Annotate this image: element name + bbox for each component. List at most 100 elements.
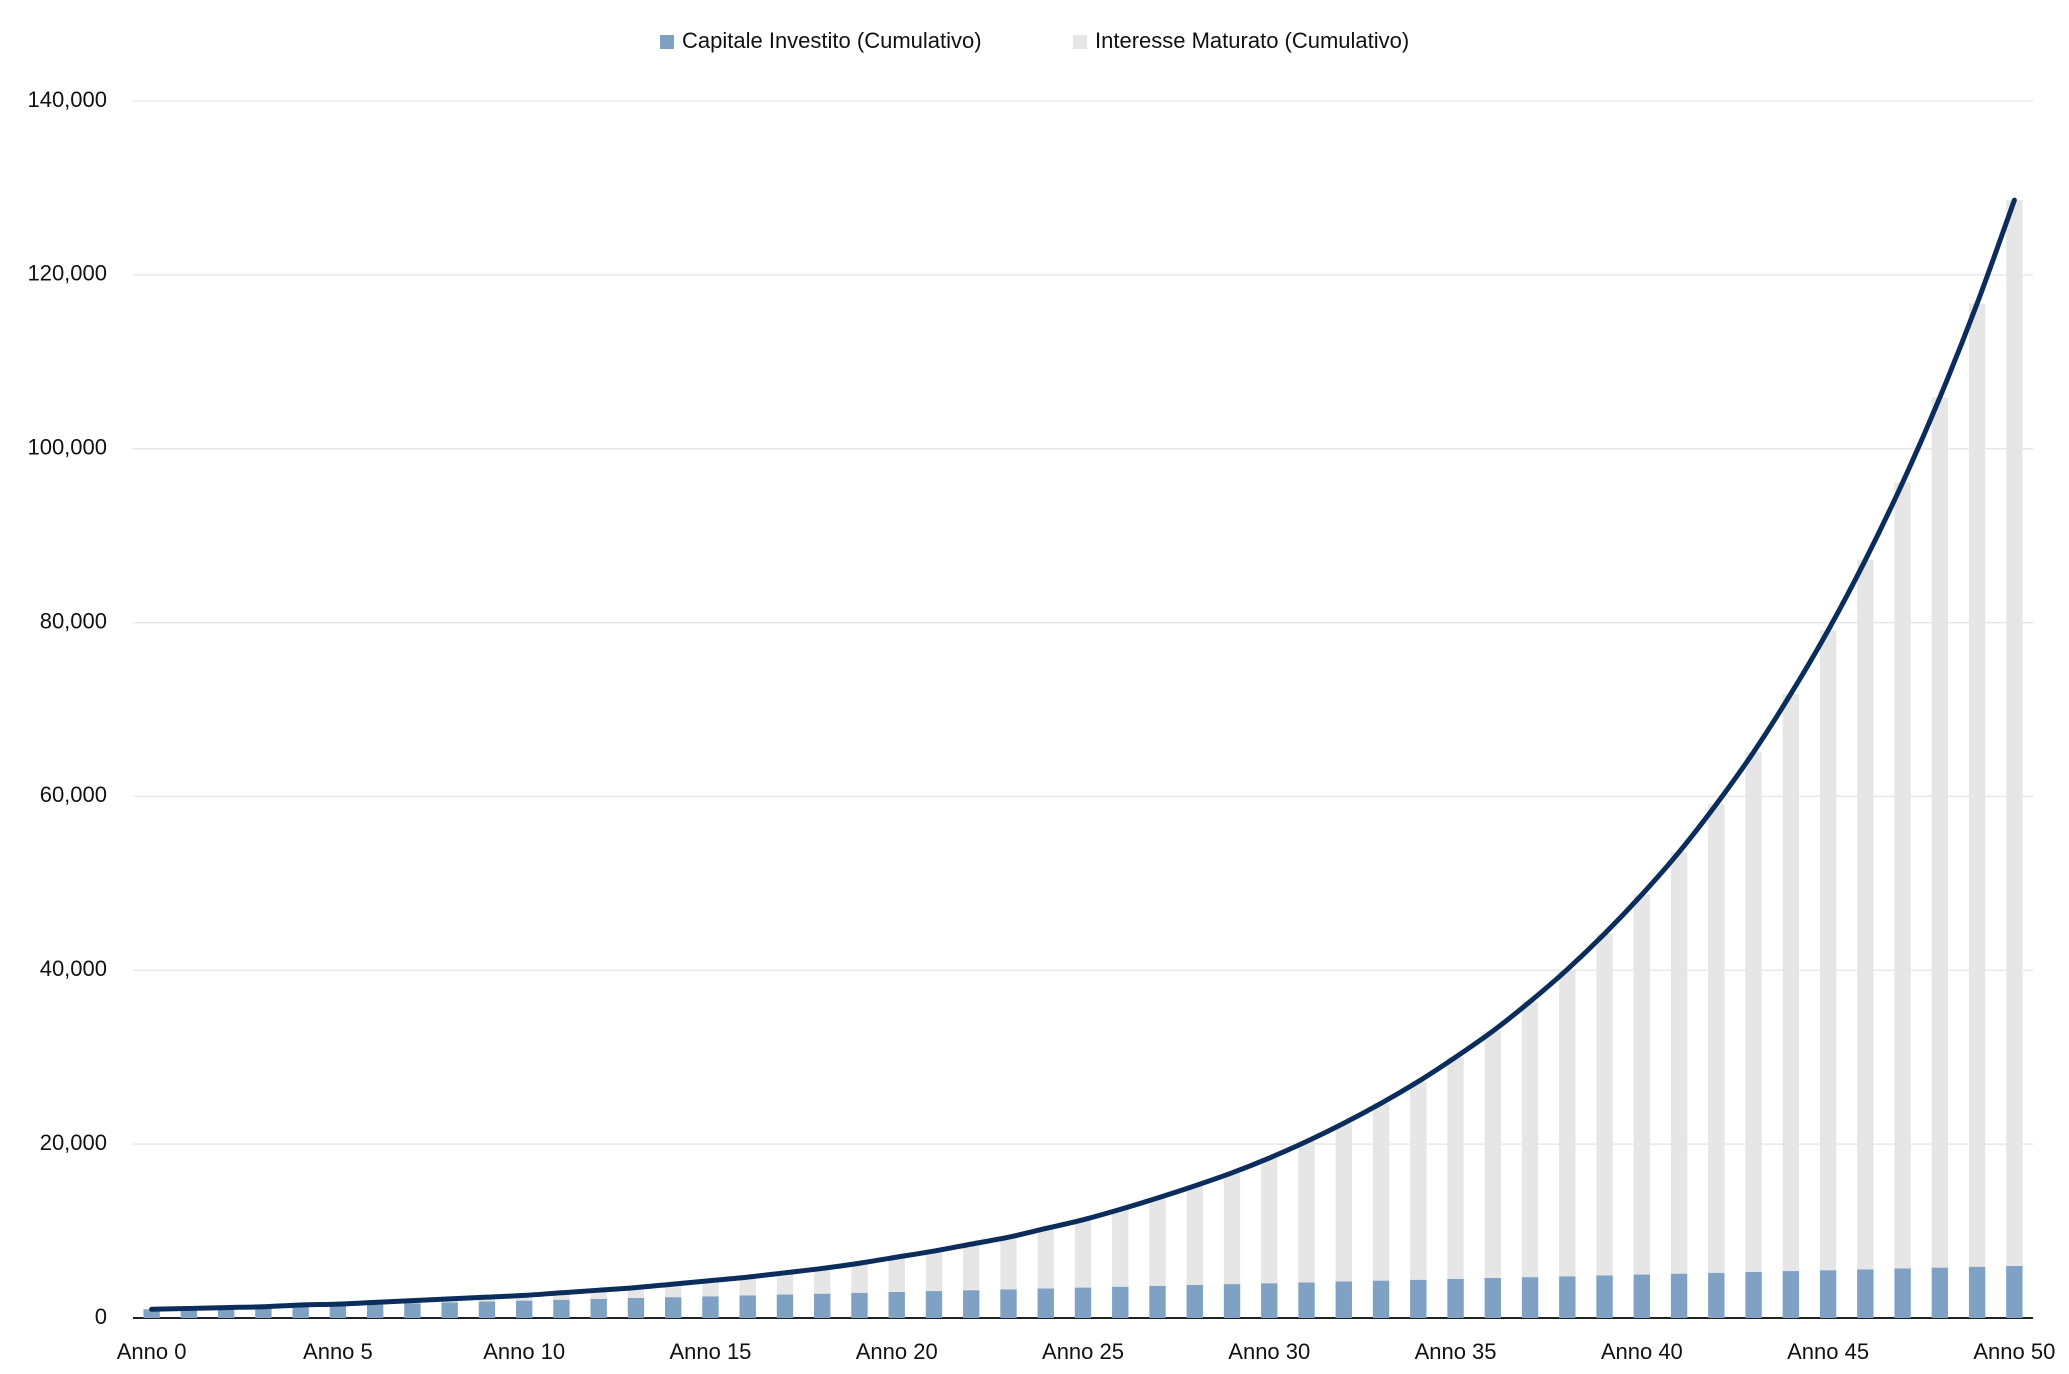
bar [1782, 1271, 1800, 1318]
y-tick-label: 40,000 [40, 956, 107, 981]
bar [1894, 482, 1911, 1269]
bar [1074, 1287, 1092, 1318]
bar [2006, 200, 2023, 1266]
bar [1372, 1280, 1390, 1318]
bar [515, 1300, 533, 1318]
bar [1335, 1123, 1352, 1282]
bar [1447, 1278, 1464, 1318]
bar [1149, 1198, 1166, 1286]
bar [1596, 1275, 1613, 1318]
bar [255, 1306, 272, 1318]
bar [1074, 1219, 1092, 1288]
bar [1112, 1286, 1129, 1318]
bar [627, 1287, 645, 1299]
total-line [149, 197, 2017, 1312]
bar [1708, 1272, 1725, 1318]
bar [1186, 1284, 1203, 1318]
x-tick-label: Anno 35 [1415, 1339, 1497, 1364]
bar [776, 1294, 794, 1318]
bar [1559, 1276, 1576, 1318]
x-tick-label: Anno 45 [1787, 1339, 1869, 1364]
bar [888, 1291, 905, 1318]
bar [925, 1291, 943, 1318]
bar [814, 1293, 831, 1318]
y-tick-label: 0 [95, 1304, 107, 1329]
x-tick-label: Anno 5 [303, 1339, 373, 1364]
bar [1931, 1267, 1949, 1318]
bar [665, 1284, 682, 1298]
bar [1447, 1057, 1464, 1279]
y-tick-label: 20,000 [40, 1130, 107, 1155]
y-tick-label: 100,000 [27, 435, 107, 460]
bar [739, 1277, 756, 1296]
legend-swatch [660, 35, 674, 49]
bar [814, 1268, 831, 1294]
bar [1410, 1081, 1427, 1280]
bar [515, 1295, 533, 1301]
bar [553, 1299, 570, 1318]
bar [1037, 1288, 1054, 1318]
x-tick-label: Anno 10 [483, 1339, 565, 1364]
bar [1782, 693, 1800, 1272]
bar [1223, 1284, 1241, 1318]
bar [1857, 559, 1874, 1270]
bar [1037, 1228, 1054, 1289]
legend-label: Capitale Investito (Cumulativo) [682, 28, 982, 53]
bar [1484, 1278, 1501, 1318]
bar [851, 1292, 868, 1318]
x-tick-label: Anno 40 [1601, 1339, 1683, 1364]
bar [1745, 1271, 1762, 1318]
x-tick-label: Anno 25 [1042, 1339, 1124, 1364]
bar [627, 1298, 645, 1318]
bar [2006, 1265, 2023, 1318]
bar [851, 1263, 868, 1293]
bar [292, 1305, 309, 1318]
bar [1596, 933, 1613, 1276]
bar [1410, 1279, 1427, 1318]
bar [739, 1295, 756, 1318]
legend-label: Interesse Maturato (Cumulativo) [1095, 28, 1409, 53]
bar [1670, 1273, 1688, 1318]
bar [1708, 804, 1725, 1273]
bar [441, 1302, 458, 1318]
bar [1223, 1172, 1241, 1285]
bar [478, 1301, 496, 1318]
bar [1261, 1283, 1278, 1318]
bar [776, 1272, 794, 1295]
x-tick-label: Anno 30 [1228, 1339, 1310, 1364]
legend-swatch [1073, 35, 1087, 49]
x-tick-label: Anno 50 [1973, 1339, 2055, 1364]
bar [1000, 1289, 1017, 1318]
bar [1335, 1281, 1352, 1318]
bar [1372, 1103, 1390, 1281]
bar [1521, 1001, 1539, 1278]
y-tick-label: 140,000 [27, 87, 107, 112]
bar [1894, 1268, 1911, 1318]
bar [1261, 1158, 1278, 1284]
bar [1670, 852, 1688, 1274]
bar [1559, 969, 1576, 1277]
bar [217, 1307, 235, 1318]
bar [1857, 1269, 1874, 1318]
y-tick-label: 120,000 [27, 261, 107, 286]
bar [143, 1309, 160, 1318]
bar [1149, 1285, 1166, 1318]
x-tick-label: Anno 15 [669, 1339, 751, 1364]
bar [329, 1304, 347, 1318]
bar [963, 1290, 980, 1318]
bar [1819, 630, 1837, 1271]
bar [553, 1292, 570, 1300]
x-tick-label: Anno 0 [117, 1339, 187, 1364]
y-tick-label: 60,000 [40, 782, 107, 807]
bar [1484, 1031, 1501, 1279]
bar [590, 1298, 607, 1318]
bar [1186, 1185, 1203, 1285]
bar [1112, 1209, 1129, 1287]
bar [1000, 1237, 1017, 1290]
y-tick-label: 80,000 [40, 608, 107, 633]
bar [665, 1297, 682, 1318]
bar [590, 1290, 607, 1299]
bar [702, 1280, 719, 1297]
x-tick-label: Anno 20 [856, 1339, 938, 1364]
